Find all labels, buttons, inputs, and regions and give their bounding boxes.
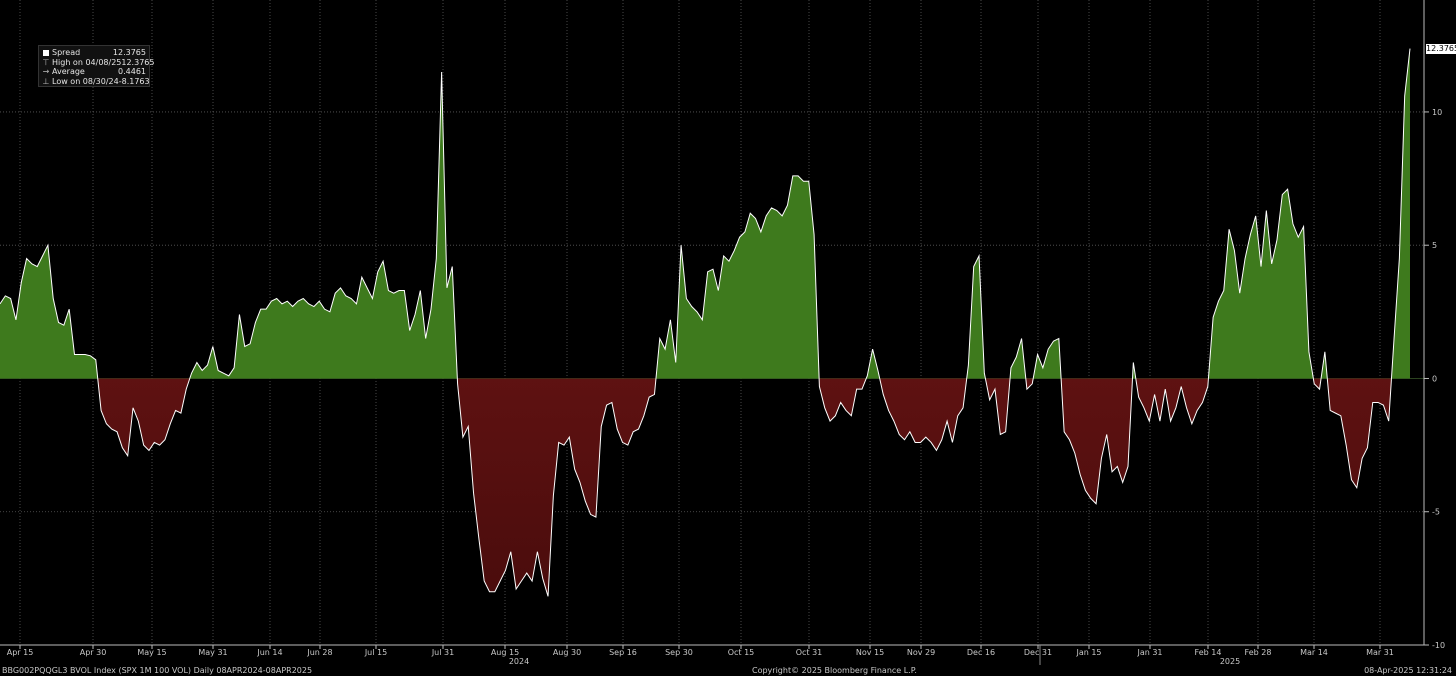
x-tick-label: May 31 bbox=[198, 648, 227, 657]
x-tick-label: Oct 15 bbox=[728, 648, 755, 657]
x-tick-label: Jan 15 bbox=[1075, 648, 1101, 657]
legend-value: 0.4461 bbox=[118, 67, 146, 76]
chart-legend: Spread 12.3765 ⊤ High on 04/08/25 12.3765… bbox=[38, 45, 155, 87]
year-label: 2025 bbox=[1220, 657, 1240, 666]
legend-label: Average bbox=[52, 67, 85, 76]
legend-row-low: ⊥ Low on 08/30/24 -8.1763 bbox=[42, 76, 150, 87]
x-tick-label: Feb 14 bbox=[1195, 648, 1222, 657]
x-tick-label: Apr 30 bbox=[80, 648, 107, 657]
square-icon bbox=[43, 49, 49, 56]
x-tick-label: Sep 30 bbox=[665, 648, 693, 657]
legend-row-average: → Average 0.4461 bbox=[42, 67, 146, 77]
footer-timestamp: 08-Apr-2025 12:31:24 bbox=[1364, 666, 1452, 675]
x-tick-label: Dec 31 bbox=[1024, 648, 1052, 657]
legend-label: High on 04/08/25 bbox=[52, 57, 122, 67]
x-tick-label: Jul 15 bbox=[364, 648, 387, 657]
x-tick-label: Dec 16 bbox=[967, 648, 995, 657]
average-marker-icon: → bbox=[42, 67, 50, 76]
legend-value: 12.3765 bbox=[112, 48, 146, 57]
x-tick-label: Jun 14 bbox=[256, 648, 282, 657]
x-tick-label: Jul 31 bbox=[431, 648, 454, 657]
x-tick-label: Aug 30 bbox=[553, 648, 581, 657]
legend-row-spread: Spread 12.3765 bbox=[42, 48, 146, 58]
negative-area bbox=[97, 378, 1392, 597]
x-tick-label: Jan 31 bbox=[1136, 648, 1162, 657]
y-tick-label: 0 bbox=[1432, 374, 1437, 383]
last-value-label: 12.3765 bbox=[1426, 43, 1456, 54]
low-marker-icon: ⊥ bbox=[42, 76, 50, 86]
spread-line bbox=[0, 48, 1411, 597]
legend-label: Spread bbox=[52, 48, 81, 57]
x-tick-label: Nov 15 bbox=[856, 648, 884, 657]
footer-ticker: BBG002PQQGL3 BVOL Index (SPX 1M 100 VOL)… bbox=[2, 666, 313, 675]
legend-value: -8.1763 bbox=[118, 76, 150, 86]
legend-label: Low on 08/30/24 bbox=[52, 76, 119, 86]
legend-row-high: ⊤ High on 04/08/25 12.3765 bbox=[42, 57, 155, 68]
x-tick-label: Jun 28 bbox=[306, 648, 332, 657]
x-tick-label: Apr 15 bbox=[7, 648, 34, 657]
x-tick-label: Sep 16 bbox=[609, 648, 637, 657]
legend-value: 12.3765 bbox=[121, 57, 155, 67]
x-tick-label: Feb 28 bbox=[1245, 648, 1272, 657]
y-tick-label: -10 bbox=[1432, 641, 1445, 650]
x-tick-label: Aug 15 bbox=[491, 648, 519, 657]
y-tick-label: 10 bbox=[1432, 108, 1442, 117]
year-label: 2024 bbox=[509, 657, 529, 666]
positive-area bbox=[0, 48, 1410, 379]
y-tick-label: -5 bbox=[1432, 508, 1440, 517]
high-marker-icon: ⊤ bbox=[42, 57, 50, 67]
x-tick-label: Mar 31 bbox=[1366, 648, 1394, 657]
x-tick-label: May 15 bbox=[137, 648, 166, 657]
y-tick-label: 5 bbox=[1432, 241, 1437, 250]
x-tick-label: Nov 29 bbox=[907, 648, 935, 657]
footer-copyright: Copyright© 2025 Bloomberg Finance L.P. bbox=[752, 666, 917, 675]
x-tick-label: Mar 14 bbox=[1300, 648, 1328, 657]
x-tick-label: Oct 31 bbox=[796, 648, 823, 657]
